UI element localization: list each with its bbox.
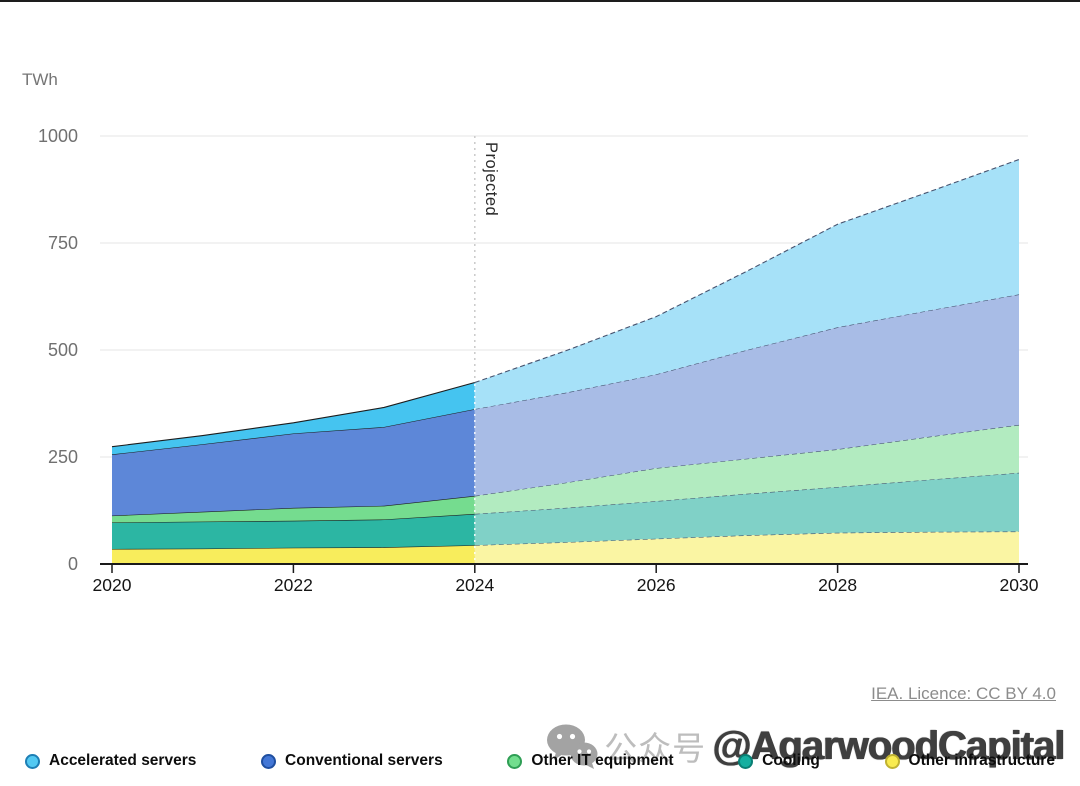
watermark-prefix: 公众号 (604, 730, 707, 767)
legend-item-other-it-equipment[interactable]: Other IT equipment (507, 752, 673, 770)
attribution-link[interactable]: IEA. Licence: CC BY 4.0 (871, 684, 1056, 703)
x-tick-label: 2030 (999, 575, 1039, 595)
legend-swatch-cooling (738, 753, 754, 769)
legend-item-other-infrastructure[interactable]: Other infrastructure (884, 752, 1055, 770)
y-tick-label: 250 (47, 447, 78, 467)
wechat-icon (547, 724, 598, 769)
legend-label: Conventional servers (285, 752, 443, 769)
legend-swatch-accelerated-servers (25, 753, 40, 769)
legend-item-cooling[interactable]: Cooling (738, 752, 820, 770)
x-tick-label: 2020 (92, 575, 132, 595)
y-tick-label: 750 (47, 233, 78, 253)
y-tick-label: 1000 (37, 126, 78, 146)
legend: Accelerated servers Conventional servers… (0, 752, 1080, 770)
legend-item-conventional-servers[interactable]: Conventional servers (261, 752, 443, 770)
legend-label: Other IT equipment (531, 752, 674, 769)
legend-swatch-conventional-servers (261, 753, 277, 769)
legend-label: Cooling (762, 752, 820, 769)
legend-label: Accelerated servers (49, 752, 197, 769)
x-tick-label: 2024 (455, 575, 495, 595)
projected-divider-label: Projected (481, 142, 500, 217)
x-tick-label: 2026 (636, 575, 676, 595)
legend-item-accelerated-servers[interactable]: Accelerated servers (25, 752, 196, 770)
legend-label: Other infrastructure (908, 752, 1055, 769)
legend-swatch-other-it-equipment (507, 753, 523, 769)
y-tick-label: 0 (67, 554, 78, 574)
y-axis-unit-label: TWh (22, 70, 58, 89)
top-border-line (0, 0, 1080, 2)
legend-swatch-other-infrastructure (884, 753, 900, 769)
x-tick-label: 2028 (818, 575, 858, 595)
y-tick-label: 500 (47, 340, 78, 360)
x-tick-label: 2022 (273, 575, 313, 595)
